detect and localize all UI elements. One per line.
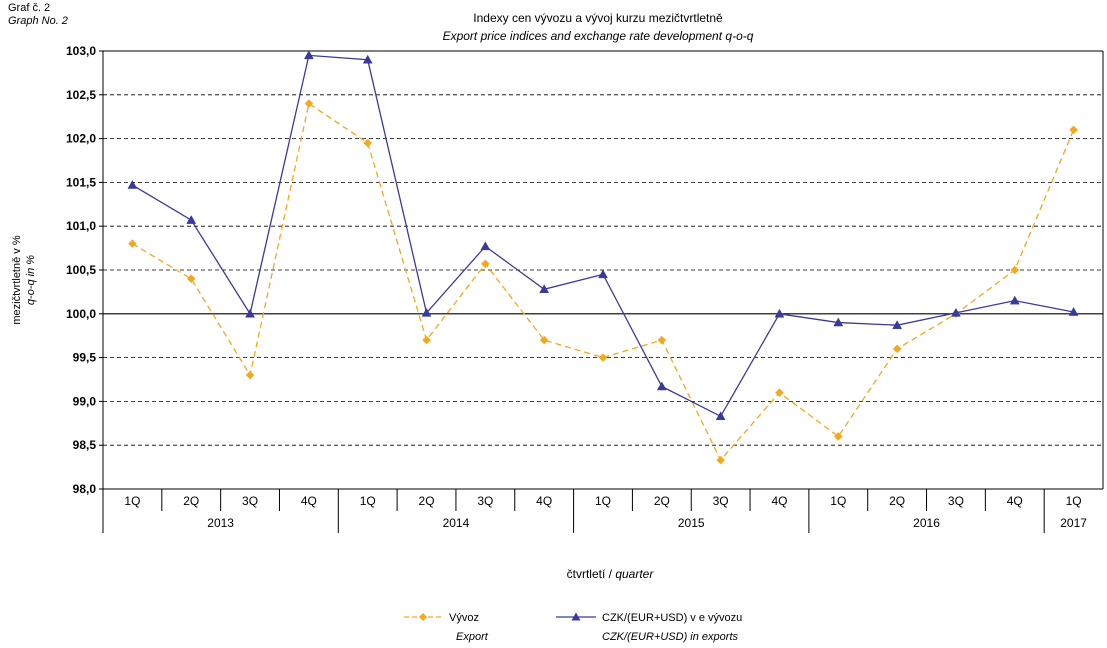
graph-number-cz: Graf č. 2 [8, 2, 50, 14]
y-tick-labels: 98,0 98,5 99,0 99,5 100,0 100,5 101,0 101,5 102,… [66, 44, 96, 496]
legend-label-export-en: Export [456, 631, 489, 643]
x-category-label: 1Q [1066, 494, 1082, 508]
data-point [539, 284, 550, 294]
y-axis-title-en: q-o-q in % [25, 255, 37, 305]
data-point [833, 432, 843, 441]
x-category-label: 1Q [830, 494, 846, 508]
x-category-label: 4Q [536, 494, 552, 508]
plot-area: 98,0 98,5 99,0 99,5 100,0 100,5 101,0 101,5 102,… [66, 44, 1104, 533]
data-point [127, 180, 138, 189]
y-tick-label: 98,5 [73, 438, 97, 452]
x-category-label: 3Q [713, 494, 729, 508]
data-point [421, 307, 432, 317]
data-point [186, 215, 197, 224]
year-label: 2015 [678, 516, 705, 530]
gridlines [103, 50, 1103, 446]
data-point [598, 269, 608, 279]
y-tick-label: 102,0 [66, 132, 96, 146]
data-point [245, 308, 255, 318]
x-category-label: 3Q [477, 494, 493, 508]
year-label: 2013 [207, 516, 234, 530]
data-point [715, 411, 726, 421]
x-category-label: 3Q [242, 494, 258, 508]
y-tick-label: 99,0 [73, 394, 97, 408]
series-czk [127, 50, 1079, 421]
data-point [951, 307, 961, 317]
series-line [132, 54, 1074, 418]
year-label: 2017 [1060, 516, 1087, 530]
x-category-label: 2Q [183, 494, 199, 508]
graph-number-en: Graph No. 2 [8, 15, 68, 27]
x-category-label: 3Q [948, 494, 964, 508]
x-axis-title-en: quarter [615, 567, 654, 581]
legend: Vývoz Export CZK/(EUR+USD) v e vývozu CZ… [404, 612, 742, 643]
data-point [304, 99, 314, 108]
year-label: 2016 [913, 516, 940, 530]
x-category-label: 1Q [595, 494, 611, 508]
y-tick-label: 102,5 [66, 88, 96, 102]
y-tick-label: 98,0 [73, 482, 97, 496]
x-category-label: 1Q [360, 494, 376, 508]
data-point [656, 381, 667, 391]
y-axis-title: mezičtvrtletně v % q-o-q in % [11, 235, 37, 324]
x-category-label: 2Q [889, 494, 905, 508]
x-category-label: 2Q [419, 494, 435, 508]
y-tick-label: 101,0 [66, 219, 96, 233]
data-point [303, 50, 314, 60]
data-point [1009, 295, 1020, 305]
legend-label-export: Vývoz [449, 612, 479, 624]
data-point [480, 241, 491, 251]
y-axis-title-cz: mezičtvrtletně v % [11, 235, 23, 324]
legend-item-export: Vývoz Export [404, 612, 489, 643]
axes [99, 50, 1104, 533]
data-point [833, 317, 844, 327]
y-tick-label: 103,0 [66, 44, 96, 58]
x-category-label: 4Q [301, 494, 317, 508]
data-point [716, 455, 726, 465]
y-tick-label: 101,5 [66, 175, 96, 189]
data-point [245, 370, 255, 380]
x-category-labels: 1Q 2Q 3Q 4Q 1Q 2Q 3Q 4Q 1Q 2Q 3Q 4Q 1Q 2Q 3Q 4Q 1Q 2013 20… [124, 494, 1087, 530]
legend-label-czk-en: CZK/(EUR+USD) in exports [602, 631, 739, 643]
series [127, 50, 1079, 465]
data-point [892, 320, 903, 329]
data-point [363, 138, 373, 148]
chart-title: Indexy cen vývozu a vývoj kurzu mezičtvr… [473, 11, 723, 25]
data-point [128, 239, 137, 249]
x-axis-title-cz: čtvrtletí / [567, 567, 616, 581]
legend-label-czk: CZK/(EUR+USD) v e vývozu [602, 612, 742, 624]
series-line [132, 102, 1075, 462]
data-point [892, 344, 902, 354]
data-point [657, 335, 667, 345]
data-point [1068, 307, 1079, 316]
y-tick-label: 99,5 [73, 351, 97, 365]
legend-swatch-czk-marker [571, 612, 581, 621]
data-point [362, 54, 373, 64]
x-axis-title: čtvrtletí / quarter [567, 567, 655, 581]
data-point [598, 353, 608, 362]
data-point [539, 335, 549, 345]
data-point [186, 274, 196, 284]
legend-item-czk: CZK/(EUR+USD) v e vývozu CZK/(EUR+USD) i… [556, 612, 742, 643]
data-point [1010, 265, 1020, 275]
chart-subtitle: Export price indices and exchange rate d… [443, 29, 754, 43]
y-tick-label: 100,5 [66, 263, 96, 277]
x-category-label: 1Q [124, 494, 140, 508]
data-point [480, 259, 490, 269]
legend-swatch-export-marker [419, 613, 427, 621]
data-point [1069, 125, 1078, 135]
x-category-label: 2Q [654, 494, 670, 508]
series-export [128, 99, 1078, 465]
data-point [422, 335, 431, 345]
x-category-label: 4Q [1007, 494, 1023, 508]
y-tick-label: 100,0 [66, 307, 96, 321]
x-category-label: 4Q [771, 494, 787, 508]
year-label: 2014 [443, 516, 470, 530]
data-point [774, 308, 785, 318]
data-point [775, 388, 784, 397]
